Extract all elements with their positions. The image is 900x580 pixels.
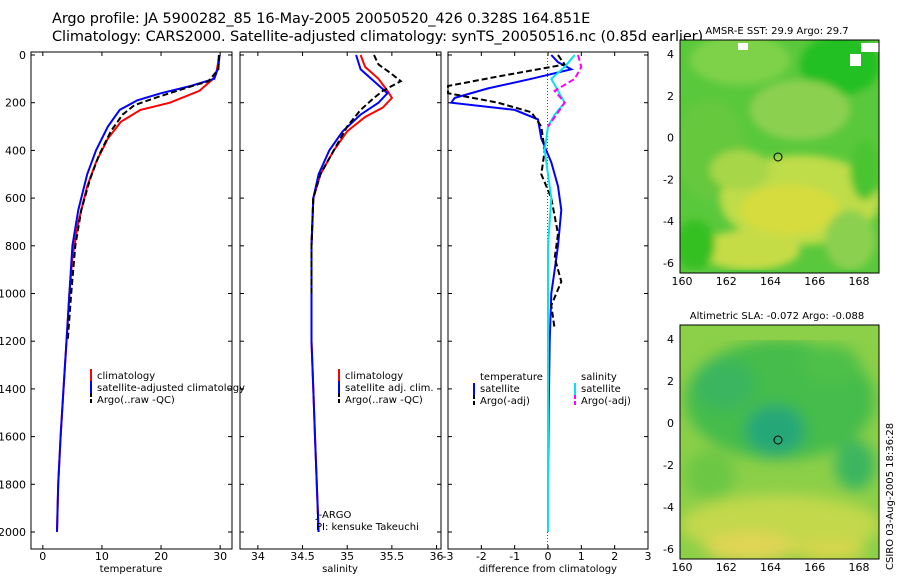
- depth-tick-label: 0: [19, 49, 26, 62]
- difference-legend: temperature satellite Argo(-adj) salinit…: [473, 372, 631, 407]
- sla-lat-tick-label: -2: [663, 459, 674, 472]
- sst-map-title: AMSR-E SST: 29.9 Argo: 29.7: [705, 26, 848, 37]
- sla-lon-tick-label: 160: [672, 561, 693, 574]
- legend-satellite: satellite-adjusted climatology: [97, 383, 245, 394]
- salinity-profile-x-tick-label: 34.5: [290, 550, 315, 563]
- sst-lat-tick-label: 4: [667, 48, 674, 61]
- timestamp-label: CSIRO 03-Aug-2005 18:36:28: [885, 423, 896, 570]
- sst-lat-tick-label: -6: [663, 257, 674, 270]
- sst-lat-tick-label: -4: [663, 215, 674, 228]
- sst-lat-tick-label: -2: [663, 173, 674, 186]
- legend-temp-satellite: satellite: [480, 384, 520, 395]
- sla-lat-tick-label: 4: [667, 333, 674, 346]
- sla-lat-tick-label: 2: [667, 375, 674, 388]
- sst-lat-tick-label: 0: [667, 132, 674, 145]
- depth-tick-label: 800: [5, 240, 26, 253]
- sla-lon-tick-label: 162: [716, 561, 737, 574]
- salinity-profile-x-tick-label: 35: [340, 550, 354, 563]
- depth-tick-label: 1400: [0, 383, 26, 396]
- difference-profile-series-salinity-satellite: [543, 54, 576, 532]
- sla-lon-tick-label: 166: [804, 561, 825, 574]
- sst-lon-tick-label: 168: [849, 275, 870, 288]
- depth-tick-label: 1000: [0, 288, 26, 301]
- legend-climatology: climatology: [345, 371, 403, 382]
- j-argo-annotation: J-ARGO: [315, 510, 352, 521]
- legend-temperature-header: temperature: [480, 372, 543, 383]
- sla-map: [679, 324, 880, 560]
- sla-lat-tick-label: 0: [667, 417, 674, 430]
- sst-map: [679, 39, 880, 274]
- chart-title-line2: Climatology: CARS2000. Satellite-adjuste…: [52, 29, 704, 45]
- legend-argo: Argo(..raw -QC): [345, 395, 423, 406]
- legend-sal-argo: Argo(-adj): [581, 396, 631, 407]
- difference-profile-x-tick-label: 3: [645, 550, 652, 563]
- salinity-profile-x-tick-label: 36: [430, 550, 444, 563]
- sst-lat-tick-label: 2: [667, 90, 674, 103]
- temperature-legend: climatology satellite-adjusted climatolo…: [90, 369, 245, 406]
- temperature-profile-x-tick-label: 10: [95, 550, 109, 563]
- sla-lon-tick-label: 168: [849, 561, 870, 574]
- salinity-profile-series-argo: [310, 54, 403, 294]
- difference-profile-x-tick-label: -1: [509, 550, 520, 563]
- sst-lon-tick-label: 164: [760, 275, 781, 288]
- sla-lat-tick-label: -4: [663, 501, 674, 514]
- legend-temp-argo: Argo(-adj): [480, 396, 530, 407]
- salinity-legend: climatology satellite adj. clim. Argo(..…: [315, 369, 434, 533]
- legend-salinity-header: salinity: [581, 372, 617, 383]
- axis-ticks: [31, 52, 649, 549]
- difference-profile-series-temperature-satellite: [449, 54, 575, 532]
- difference-axis-label: difference from climatology: [479, 564, 617, 575]
- sla-map-ticks: 160 162 164 166 168 4 2 0 -2 -4 -6: [663, 333, 869, 574]
- temperature-axis-label: temperature: [100, 564, 163, 575]
- sst-lon-tick-label: 166: [804, 275, 825, 288]
- difference-profile-x-tick-label: 0: [545, 550, 552, 563]
- depth-tick-label: 1800: [0, 478, 26, 491]
- difference-profile-x-tick-label: -2: [476, 550, 487, 563]
- x-tick-labels: 0 10 20 30 34 34.5 35 35.5 36 -3 -2 -1 0 1 2 3: [39, 550, 651, 563]
- depth-tick-label: 600: [5, 192, 26, 205]
- salinity-profile-series-satellite: [310, 54, 389, 533]
- depth-tick-labels: 0 200 400 600 800 1000 1200 1400 1600 1800 2000: [0, 49, 26, 539]
- difference-profile-series-salinity-argo: [547, 54, 583, 128]
- pi-annotation: PI: kensuke Takeuchi: [316, 522, 419, 533]
- temperature-profile-series-argo: [66, 54, 220, 342]
- temperature-profile-series-satellite: [56, 54, 221, 533]
- difference-profile-x-tick-label: 1: [578, 550, 585, 563]
- chart-title-line1: Argo profile: JA 5900282_85 16-May-2005 …: [52, 11, 591, 27]
- legend-sal-satellite: satellite: [581, 384, 621, 395]
- temperature-panel: [30, 51, 233, 550]
- sla-lon-tick-label: 164: [760, 561, 781, 574]
- salinity-panel: [239, 51, 442, 550]
- legend-argo: Argo(..raw -QC): [97, 395, 175, 406]
- depth-tick-label: 400: [5, 144, 26, 157]
- sla-lat-tick-label: -6: [663, 543, 674, 556]
- sst-map-ticks: 160 162 164 166 168 4 2 0 -2 -4 -6: [663, 48, 869, 288]
- difference-profile-series-temperature-argo: [447, 54, 567, 330]
- legend-satellite: satellite adj. clim.: [345, 383, 434, 394]
- depth-tick-label: 200: [5, 97, 26, 110]
- legend-climatology: climatology: [97, 371, 155, 382]
- temperature-profile-x-tick-label: 30: [213, 550, 227, 563]
- temperature-profile-x-tick-label: 20: [154, 550, 168, 563]
- sla-map-title: Altimetric SLA: -0.072 Argo: -0.088: [690, 311, 865, 322]
- depth-tick-label: 1600: [0, 431, 26, 444]
- difference-profile-x-tick-label: -3: [443, 550, 454, 563]
- salinity-profile-x-tick-label: 34: [251, 550, 265, 563]
- sst-lon-tick-label: 162: [716, 275, 737, 288]
- difference-profile-x-tick-label: 2: [611, 550, 618, 563]
- temperature-profile-x-tick-label: 0: [39, 550, 46, 563]
- depth-tick-label: 1200: [0, 335, 26, 348]
- salinity-axis-label: salinity: [322, 564, 358, 575]
- salinity-profile-x-tick-label: 35.5: [380, 550, 405, 563]
- depth-tick-label: 2000: [0, 526, 26, 539]
- series-layer: [56, 54, 583, 533]
- sst-lon-tick-label: 160: [672, 275, 693, 288]
